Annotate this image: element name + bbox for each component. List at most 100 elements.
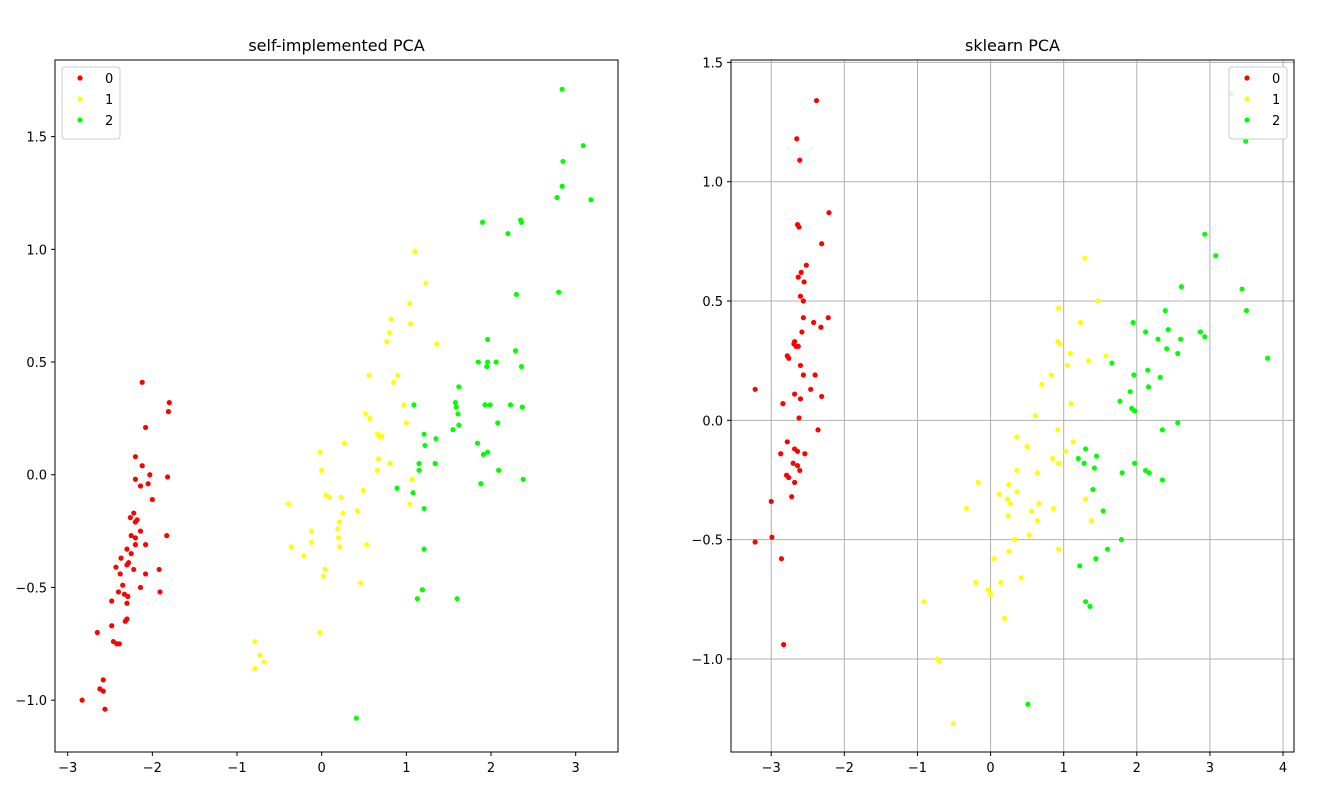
scatter-point: [588, 197, 594, 203]
left-series-0: [79, 379, 172, 712]
scatter-point: [409, 476, 415, 482]
scatter-point: [132, 454, 139, 460]
scatter-point: [338, 494, 344, 500]
scatter-point: [139, 463, 145, 469]
scatter-point: [137, 483, 144, 489]
left-chart-title: self-implemented PCA: [248, 36, 424, 55]
scatter-point: [784, 439, 790, 445]
left-x-tick-label: 3: [572, 761, 580, 776]
scatter-point: [416, 460, 422, 467]
scatter-point: [1025, 701, 1031, 707]
scatter-point: [1028, 508, 1035, 514]
scatter-point: [165, 474, 171, 480]
scatter-point: [317, 449, 323, 455]
scatter-point: [1082, 255, 1088, 261]
scatter-point: [1036, 501, 1042, 507]
scatter-point: [132, 542, 139, 548]
scatter-point: [786, 474, 792, 481]
scatter-point: [454, 596, 460, 602]
right-y-tick-label: 1.0: [702, 176, 723, 191]
scatter-point: [789, 494, 795, 500]
scatter-point: [1142, 329, 1149, 335]
scatter-point: [118, 555, 124, 561]
scatter-point: [826, 210, 832, 216]
right-legend-marker: [1244, 117, 1250, 123]
scatter-point: [485, 336, 491, 343]
scatter-point: [139, 379, 145, 385]
right-y-tick-label: −0.5: [691, 534, 723, 549]
scatter-point: [109, 623, 115, 629]
scatter-point: [792, 479, 798, 485]
scatter-point: [166, 400, 172, 406]
scatter-point: [812, 372, 818, 378]
scatter-point: [556, 289, 562, 295]
scatter-point: [798, 269, 804, 275]
scatter-point: [142, 542, 149, 548]
scatter-point: [1145, 367, 1151, 373]
scatter-point: [1075, 455, 1081, 462]
scatter-point: [1095, 298, 1101, 304]
scatter-point: [1085, 358, 1092, 364]
scatter-point: [401, 402, 407, 408]
scatter-point: [1127, 389, 1133, 395]
left-y-tick-label: 1.5: [26, 131, 47, 146]
scatter-point: [358, 580, 364, 586]
scatter-point: [1103, 353, 1109, 359]
scatter-point: [1165, 327, 1171, 333]
right-series-2: [1025, 90, 1271, 707]
scatter-point: [936, 658, 942, 664]
scatter-point: [375, 456, 382, 462]
scatter-point: [165, 409, 172, 415]
scatter-point: [137, 528, 144, 534]
right-chart-title: sklearn PCA: [965, 36, 1060, 55]
scatter-point: [797, 157, 803, 163]
scatter-point: [363, 411, 369, 417]
left-axes-frame: [54, 59, 619, 753]
scatter-point: [116, 641, 122, 647]
scatter-point: [317, 629, 323, 636]
scatter-point: [421, 546, 427, 552]
scatter-point: [335, 526, 341, 532]
scatter-point: [780, 401, 786, 407]
scatter-point: [975, 479, 981, 485]
scatter-point: [288, 544, 294, 550]
scatter-point: [117, 571, 123, 577]
scatter-point: [560, 158, 566, 165]
scatter-point: [796, 415, 802, 421]
scatter-point: [1202, 231, 1208, 237]
scatter-point: [1083, 496, 1089, 502]
scatter-point: [410, 490, 416, 496]
scatter-point: [308, 528, 315, 534]
scatter-point: [797, 396, 804, 402]
scatter-point: [142, 571, 149, 577]
scatter-point: [1034, 517, 1040, 524]
scatter-point: [1026, 532, 1032, 538]
scatter-point: [1243, 307, 1250, 314]
scatter-point: [1070, 439, 1076, 445]
scatter-point: [124, 562, 130, 568]
scatter-point: [985, 587, 991, 593]
scatter-point: [796, 224, 802, 230]
right-x-tick-label: 4: [1279, 761, 1287, 776]
scatter-point: [1018, 575, 1024, 581]
scatter-point: [455, 411, 461, 417]
scatter-point: [559, 86, 565, 92]
scatter-point: [1109, 360, 1115, 366]
scatter-point: [475, 359, 481, 365]
scatter-point: [1145, 384, 1152, 390]
scatter-point: [412, 248, 418, 255]
scatter-point: [482, 402, 488, 408]
scatter-point: [456, 384, 462, 390]
scatter-point: [433, 436, 439, 442]
scatter-point: [1006, 548, 1012, 555]
right-y-tick-label: 1.5: [702, 56, 723, 71]
scatter-point: [100, 677, 106, 683]
scatter-point: [113, 564, 119, 570]
scatter-point: [797, 362, 804, 369]
scatter-point: [132, 535, 139, 541]
scatter-point: [131, 510, 137, 516]
scatter-point: [252, 665, 258, 672]
left-x-tick-label: −3: [58, 761, 77, 776]
scatter-point: [128, 533, 134, 539]
scatter-point: [1197, 329, 1204, 335]
